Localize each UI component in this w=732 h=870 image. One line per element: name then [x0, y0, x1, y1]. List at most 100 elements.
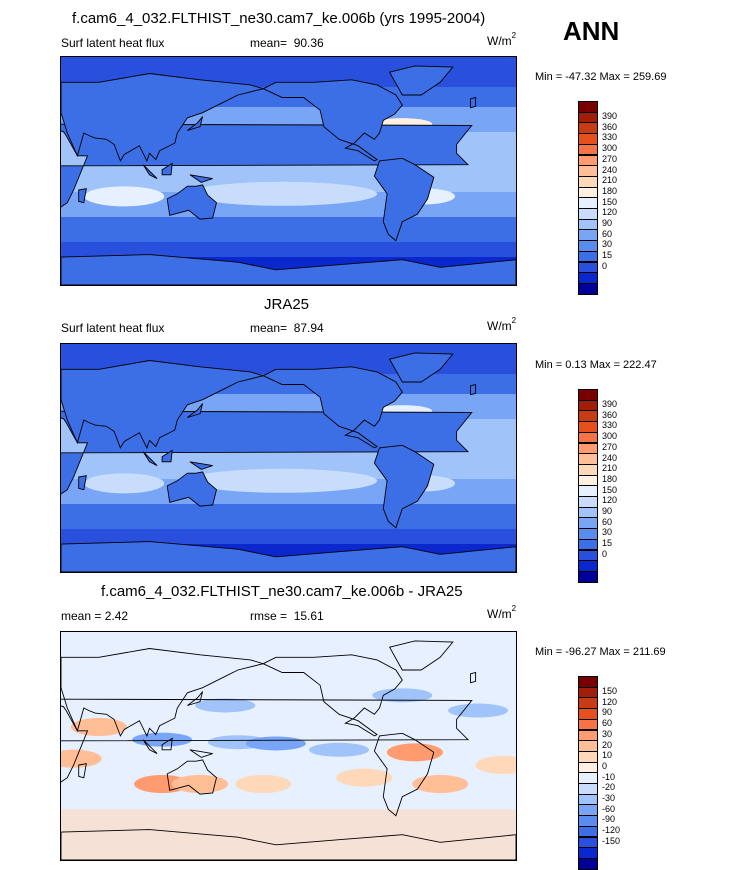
field-patch: [70, 718, 127, 736]
colorbar-tick-label: -150: [602, 835, 621, 846]
coastline: [161, 449, 173, 463]
colorbar-tick-label: 150: [602, 484, 618, 495]
field-band: [61, 242, 516, 257]
colorbar-tick-label: 120: [602, 495, 618, 506]
colorbar-tick-label: 120: [602, 696, 618, 707]
colorbar-tick-label: 120: [602, 207, 618, 218]
panel-2-units: W/m2: [487, 316, 517, 333]
colorbar-tick-label: -20: [602, 782, 616, 793]
coastline: [262, 366, 403, 449]
colorbar-tick-label: 330: [602, 132, 618, 143]
panel-3-rmse-label: rmse =: [250, 609, 288, 623]
coastline: [142, 164, 158, 180]
field-patch: [84, 186, 165, 207]
field-patch: [448, 703, 509, 718]
colorbar-tick-label: 60: [602, 228, 613, 239]
colorbar-tick-label: -60: [602, 803, 616, 814]
colorbar-tick-label: 90: [602, 506, 613, 517]
season-label: ANN: [563, 16, 620, 46]
colorbar-tick-label: 330: [602, 420, 618, 431]
coastline: [166, 471, 218, 507]
colorbar-tick-label: 180: [602, 185, 618, 196]
coastline: [187, 116, 204, 131]
field-patch: [172, 775, 229, 793]
colorbar-tick-label: 150: [602, 686, 618, 697]
colorbar-tick-label: 30: [602, 527, 613, 538]
colorbar-tick-label: -10: [602, 771, 616, 782]
coastline: [262, 654, 403, 737]
panel-1-mean-label: mean=: [250, 36, 288, 50]
field-patch: [84, 473, 165, 494]
coastline: [166, 759, 218, 795]
field-patch: [412, 775, 469, 793]
colorbar-tick-label: 390: [602, 111, 618, 122]
field-patch: [336, 768, 393, 787]
field-patch: [187, 468, 378, 493]
coastline: [78, 763, 87, 779]
panel-1-variable-label: Surf latent heat flux: [61, 36, 165, 50]
colorbar-box: [578, 857, 598, 870]
coastline: [61, 698, 473, 783]
colorbar-tick-label: 270: [602, 153, 618, 164]
panel-1-units: W/m2: [487, 31, 517, 48]
colorbar-tick-label: 300: [602, 431, 618, 442]
coastline: [388, 640, 454, 671]
colorbar-tick-label: 150: [602, 196, 618, 207]
coastline: [189, 461, 213, 470]
coastline: [470, 96, 477, 109]
colorbar-tick-label: 240: [602, 164, 618, 175]
coastline: [189, 749, 213, 758]
coastline: [61, 829, 516, 860]
colorbar-box: [578, 570, 598, 583]
panel-2-map: [60, 343, 517, 573]
colorbar-tick-label: 15: [602, 250, 613, 261]
coastline: [61, 541, 516, 572]
coastline: [161, 162, 173, 176]
field-band: [61, 504, 516, 529]
colorbar-tick-label: 15: [602, 538, 613, 549]
colorbar-tick-label: 30: [602, 728, 613, 739]
field-band: [61, 217, 516, 242]
panel-2-mean-value: 87.94: [293, 321, 324, 335]
field-band: [61, 809, 516, 860]
colorbar-tick-label: 180: [602, 473, 618, 484]
colorbar-tick-label: 10: [602, 750, 613, 761]
colorbar-tick-label: 360: [602, 121, 618, 132]
panel-3-units: W/m2: [487, 604, 517, 621]
coastline: [470, 383, 477, 396]
colorbar-tick-label: 0: [602, 260, 608, 271]
coastline: [166, 184, 218, 220]
coastline: [373, 444, 435, 529]
panel-1-title: f.cam6_4_032.FLTHIST_ne30.cam7_ke.006b (…: [72, 10, 486, 27]
field-patch: [475, 756, 516, 774]
coastline: [78, 475, 87, 491]
panel-2-title: JRA25: [264, 296, 310, 313]
coastline: [61, 73, 265, 163]
colorbar-tick-label: 210: [602, 463, 618, 474]
panel-1-mean-value: 90.36: [293, 36, 324, 50]
colorbar-tick-label: 0: [602, 548, 608, 559]
field-patch: [61, 749, 102, 768]
field-patch: [235, 775, 292, 793]
coastline: [161, 737, 173, 751]
coastline: [61, 254, 516, 285]
coastline: [373, 732, 435, 817]
colorbar-tick-label: 210: [602, 175, 618, 186]
colorbar-tick-label: -120: [602, 825, 621, 836]
coastline: [61, 648, 265, 738]
coastline: [78, 188, 87, 204]
panel-1-minmax: Min = -47.32 Max = 259.69: [535, 71, 667, 83]
panel-2-mean: mean= 87.94: [250, 322, 324, 334]
panel-3-rmse: rmse = 15.61: [250, 610, 324, 622]
panel-3-title: f.cam6_4_032.FLTHIST_ne30.cam7_ke.006b -…: [101, 583, 463, 600]
field-patch: [187, 181, 378, 206]
coastline: [388, 65, 454, 96]
colorbar-tick-label: 0: [602, 760, 608, 771]
coastline: [142, 451, 158, 467]
field-patch: [372, 688, 433, 703]
colorbar-tick-label: -30: [602, 793, 616, 804]
coastline: [470, 671, 477, 684]
colorbar-tick-label: 30: [602, 239, 613, 250]
panel-3-minmax: Min = -96.27 Max = 211.69: [535, 646, 666, 658]
coastline: [187, 403, 204, 418]
